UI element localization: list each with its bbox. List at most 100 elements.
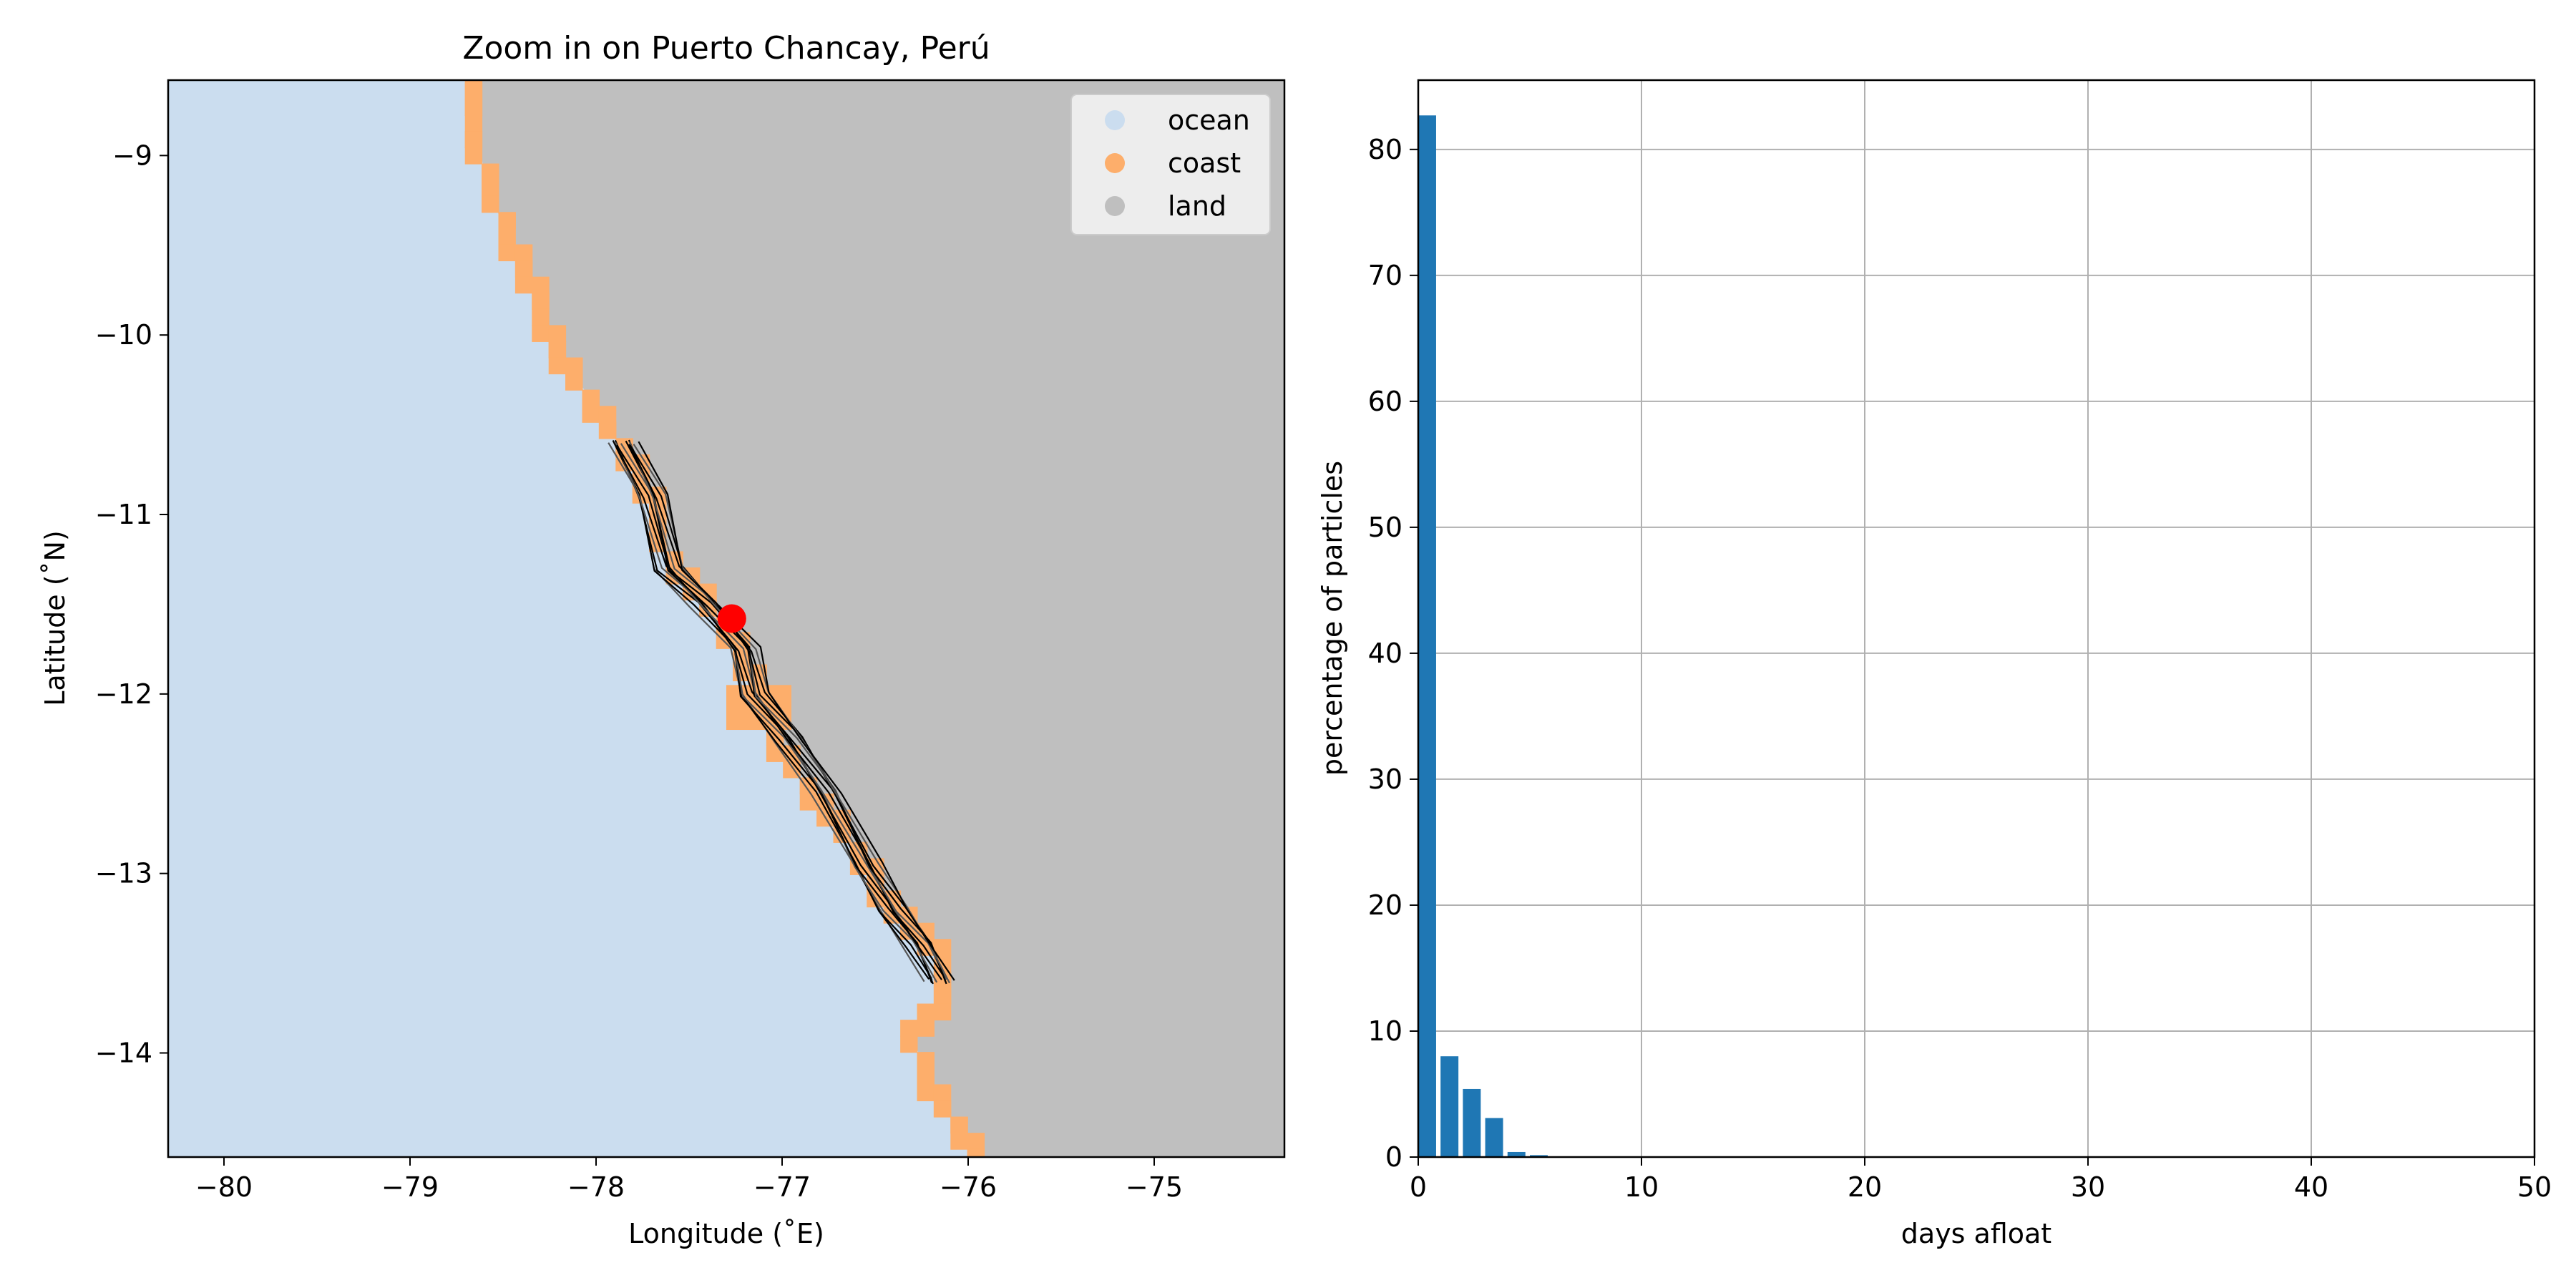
map-x-tick-label: −75 <box>1126 1171 1183 1203</box>
map-panel: Zoom in on Puerto Chancay, Perú −80 −79 −7… <box>39 30 1286 1249</box>
legend-label-coast: coast <box>1168 147 1241 179</box>
coast-cell <box>532 276 550 294</box>
coast-cell <box>565 357 583 375</box>
map-x-tick-label: −79 <box>381 1171 439 1203</box>
histogram-y-tick-label: 80 <box>1368 134 1402 165</box>
coast-cell <box>799 794 818 811</box>
coast-cell <box>514 260 533 278</box>
histogram-bar <box>1440 1056 1459 1157</box>
histogram-bar <box>1530 1155 1548 1157</box>
coast-cell <box>464 114 483 132</box>
histogram-bar <box>1463 1088 1481 1157</box>
coast-cell <box>464 80 483 84</box>
coast-cell <box>498 212 516 229</box>
coast-cell <box>917 1052 935 1069</box>
histogram-x-tick-label: 50 <box>2517 1171 2552 1203</box>
coast-cell <box>548 325 567 342</box>
coast-cell <box>514 276 533 294</box>
legend-marker-ocean <box>1105 110 1125 130</box>
histogram-x-tick-label: 30 <box>2071 1171 2105 1203</box>
release-point-marker <box>717 604 746 633</box>
histogram-y-axis-label: percentage of particles <box>1317 461 1348 776</box>
coast-cell <box>933 1100 952 1118</box>
map-y-axis-label: Latitude (˚N) <box>39 530 71 706</box>
histogram-y-tick-label: 50 <box>1368 512 1402 543</box>
map-x-tick-label: −80 <box>195 1171 253 1203</box>
legend-label-ocean: ocean <box>1168 104 1250 136</box>
histogram-x-tick-label: 40 <box>2294 1171 2328 1203</box>
coast-cell <box>464 131 483 149</box>
map-grid-cells <box>168 80 985 1157</box>
coast-cell <box>933 939 952 956</box>
map-frame <box>167 79 1286 1158</box>
map-x-tick-label: −77 <box>753 1171 811 1203</box>
trajectory-line <box>638 441 955 981</box>
coast-cell <box>532 325 550 342</box>
histogram-y-tick-label: 20 <box>1368 889 1402 921</box>
map-y-tick-label: −9 <box>112 140 152 171</box>
coast-cell <box>464 82 483 100</box>
coast-cell <box>917 1084 935 1101</box>
map-y-tick-label: −12 <box>95 678 152 710</box>
coast-cell <box>933 987 952 1005</box>
coast-cell <box>967 1133 985 1150</box>
coast-cell <box>548 357 567 375</box>
coast-cell <box>565 374 583 391</box>
histogram-x-tick-label: 0 <box>1410 1171 1427 1203</box>
histogram-panel: 0 10 20 30 40 50 0 10 20 30 40 50 60 70 80 days afloa… <box>1317 79 2552 1249</box>
histogram-frame <box>1417 79 2536 1158</box>
coast-cell <box>598 421 617 439</box>
histogram-x-axis-label: days afloat <box>1901 1218 2051 1249</box>
trajectory-line <box>628 441 947 980</box>
coast-cell <box>933 1003 952 1021</box>
legend-label-land: land <box>1168 190 1226 222</box>
coast-cell <box>950 1116 968 1134</box>
map-y-tick-label: −14 <box>95 1038 152 1069</box>
coast-cell <box>917 1003 935 1021</box>
trajectory-line <box>628 439 946 980</box>
histogram-bar <box>1507 1151 1526 1157</box>
histogram-y-tick-label: 70 <box>1368 260 1402 291</box>
trajectory-line <box>615 441 933 981</box>
trajectory-line <box>628 444 947 983</box>
histogram-x-tick-label: 10 <box>1624 1171 1659 1203</box>
coast-cell <box>950 1133 968 1150</box>
particle-trajectories <box>608 439 955 985</box>
histogram-y-tick-label: 60 <box>1368 386 1402 417</box>
coast-cell <box>482 195 499 213</box>
coast-cell <box>482 163 499 181</box>
coast-cell <box>900 1035 918 1053</box>
histogram-x-ticks: 0 10 20 30 40 50 <box>1410 1157 2552 1203</box>
map-x-tick-label: −76 <box>940 1171 997 1203</box>
map-y-tick-label: −11 <box>95 499 152 530</box>
coast-cell <box>464 99 483 116</box>
coast-cell <box>498 228 516 245</box>
coast-cell <box>532 308 550 326</box>
coast-cell <box>464 147 483 165</box>
histogram-bar <box>1485 1118 1503 1157</box>
map-y-ticks: −9 −10 −11 −12 −13 −14 <box>95 140 168 1069</box>
map-legend: ocean coast land <box>1070 94 1271 235</box>
coast-cell <box>582 389 600 407</box>
coast-cell <box>532 293 550 310</box>
coast-cell <box>582 406 600 423</box>
coast-cell <box>900 1020 918 1037</box>
coast-cell <box>917 1068 935 1085</box>
histogram-grid <box>1418 80 2535 1158</box>
trajectory-line <box>614 439 933 980</box>
trajectory-line <box>614 444 933 983</box>
histogram-bars <box>1418 115 1571 1158</box>
ocean-area <box>168 80 976 1157</box>
legend-marker-land <box>1105 196 1125 216</box>
histogram-y-tick-label: 0 <box>1385 1141 1402 1173</box>
map-y-tick-label: −10 <box>95 319 152 351</box>
histogram-y-tick-label: 30 <box>1368 763 1402 795</box>
coast-cell <box>933 1084 952 1101</box>
map-x-ticks: −80 −79 −78 −77 −76 −75 <box>195 1157 1183 1203</box>
coast-cell <box>716 632 734 649</box>
histogram-y-tick-label: 40 <box>1368 638 1402 669</box>
coast-cell <box>514 244 533 262</box>
coast-cell <box>548 341 567 358</box>
histogram-x-tick-label: 20 <box>1848 1171 1882 1203</box>
